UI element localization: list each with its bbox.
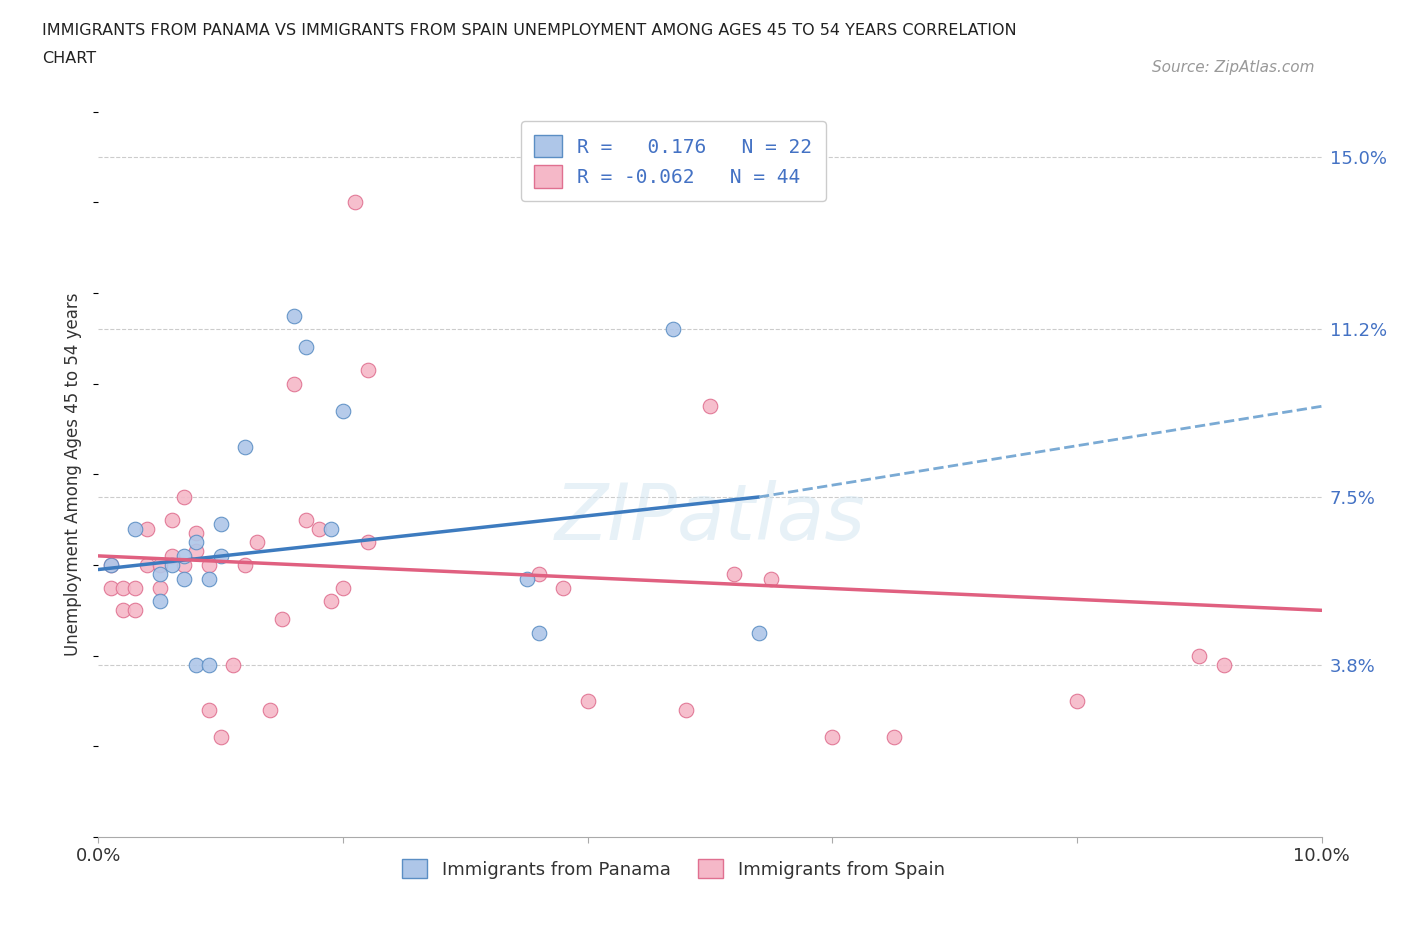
Point [883, 730, 905, 745]
Point [136, 558, 159, 573]
Point [675, 703, 697, 718]
Point [344, 195, 367, 210]
Point [186, 535, 208, 550]
Point [319, 594, 342, 609]
Point [259, 703, 281, 718]
Point [222, 658, 245, 672]
Point [124, 603, 146, 618]
Point [149, 566, 172, 581]
Point [332, 404, 354, 418]
Point [160, 512, 183, 527]
Point [209, 517, 232, 532]
Y-axis label: Unemployment Among Ages 45 to 54 years: Unemployment Among Ages 45 to 54 years [65, 293, 83, 656]
Text: ZIPatlas: ZIPatlas [554, 480, 866, 556]
Point [1212, 658, 1234, 672]
Point [821, 730, 844, 745]
Point [748, 626, 770, 641]
Point [527, 626, 550, 641]
Point [283, 376, 305, 391]
Point [319, 521, 342, 536]
Point [186, 544, 208, 559]
Point [186, 525, 208, 540]
Point [111, 580, 134, 595]
Point [100, 580, 122, 595]
Point [160, 549, 183, 564]
Point [209, 730, 232, 745]
Point [295, 512, 318, 527]
Text: CHART: CHART [42, 51, 96, 66]
Point [173, 558, 195, 573]
Point [233, 440, 256, 455]
Point [124, 521, 146, 536]
Point [723, 566, 745, 581]
Point [197, 703, 219, 718]
Point [186, 658, 208, 672]
Point [759, 571, 782, 586]
Point [173, 549, 195, 564]
Point [111, 603, 134, 618]
Point [295, 340, 318, 355]
Point [149, 558, 172, 573]
Point [1066, 694, 1088, 709]
Point [100, 558, 122, 573]
Point [356, 535, 378, 550]
Legend: Immigrants from Panama, Immigrants from Spain: Immigrants from Panama, Immigrants from … [395, 852, 952, 886]
Point [197, 571, 219, 586]
Point [197, 558, 219, 573]
Point [100, 558, 122, 573]
Point [576, 694, 599, 709]
Point [356, 363, 378, 378]
Point [124, 580, 146, 595]
Point [197, 658, 219, 672]
Point [283, 308, 305, 323]
Point [527, 566, 550, 581]
Text: Source: ZipAtlas.com: Source: ZipAtlas.com [1152, 60, 1315, 75]
Point [233, 558, 256, 573]
Point [173, 571, 195, 586]
Point [553, 580, 575, 595]
Point [308, 521, 330, 536]
Point [160, 558, 183, 573]
Point [699, 399, 721, 414]
Point [516, 571, 538, 586]
Text: IMMIGRANTS FROM PANAMA VS IMMIGRANTS FROM SPAIN UNEMPLOYMENT AMONG AGES 45 TO 54: IMMIGRANTS FROM PANAMA VS IMMIGRANTS FRO… [42, 23, 1017, 38]
Point [173, 489, 195, 504]
Point [136, 521, 159, 536]
Point [1188, 648, 1211, 663]
Point [209, 549, 232, 564]
Point [149, 594, 172, 609]
Point [246, 535, 269, 550]
Point [270, 612, 292, 627]
Point [662, 322, 685, 337]
Point [149, 580, 172, 595]
Point [332, 580, 354, 595]
